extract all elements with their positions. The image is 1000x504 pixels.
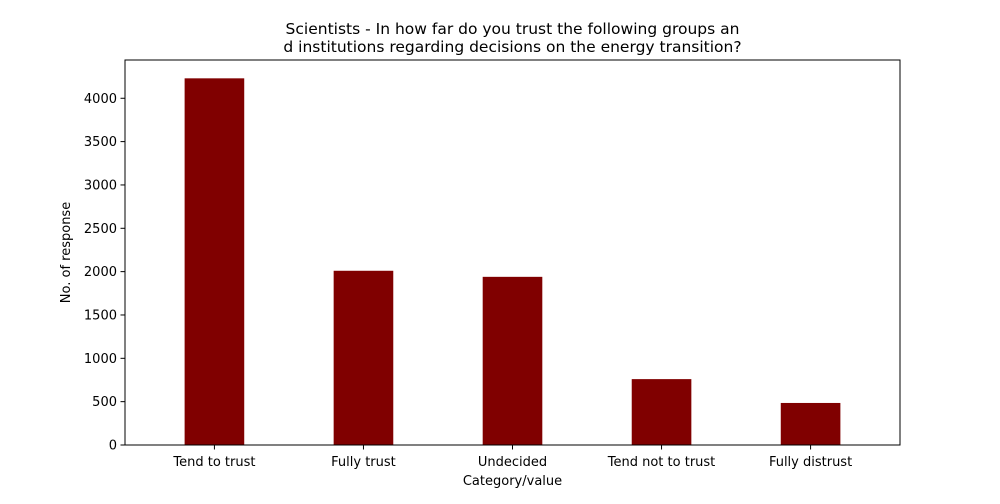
bar-undecided <box>482 276 543 445</box>
x-tick-label: Undecided <box>478 455 547 470</box>
y-tick-label: 1500 <box>84 308 117 323</box>
y-axis-ticks: 0 500 1000 1500 2000 2500 3000 3500 4000 <box>84 92 125 454</box>
bar-tend-not-to-trust <box>631 379 692 445</box>
bar-fully-trust <box>333 270 394 445</box>
y-tick-label: 2500 <box>84 222 117 237</box>
x-tick-label: Fully trust <box>331 455 396 470</box>
chart-title: Scientists - In how far do you trust the… <box>283 20 741 56</box>
y-tick-label: 3000 <box>84 178 117 193</box>
y-tick-label: 0 <box>109 439 117 454</box>
y-tick-label: 3500 <box>84 135 117 150</box>
y-tick-label: 2000 <box>84 265 117 280</box>
x-tick-label: Fully distrust <box>769 455 852 470</box>
x-tick-label: Tend to trust <box>172 455 255 470</box>
x-axis-label: Category/value <box>463 474 562 489</box>
bars <box>184 78 841 445</box>
chart-title-line-2: d institutions regarding decisions on th… <box>283 38 741 56</box>
y-tick-label: 1000 <box>84 352 117 367</box>
plot-area-frame <box>124 59 901 446</box>
x-axis-ticks: Tend to trust Fully trust Undecided Tend no… <box>172 445 852 470</box>
bar-tend-to-trust <box>184 78 245 445</box>
y-axis-label: No. of response <box>59 202 74 303</box>
chart-title-line-1: Scientists - In how far do you trust the… <box>286 20 740 38</box>
bar-fully-distrust <box>780 402 841 445</box>
y-tick-label: 4000 <box>84 92 117 107</box>
x-tick-label: Tend not to trust <box>607 455 716 470</box>
y-tick-label: 500 <box>92 395 117 410</box>
